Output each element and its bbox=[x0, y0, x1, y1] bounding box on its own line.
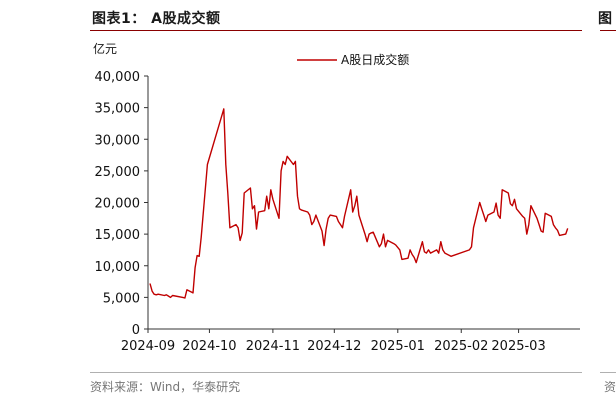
y-tick-label: 30,000 bbox=[95, 133, 141, 148]
legend-label: A股日成交额 bbox=[341, 52, 409, 67]
next-figure-rule bbox=[600, 30, 616, 31]
series-line bbox=[149, 108, 569, 299]
series-lines bbox=[149, 108, 569, 299]
figure-title: 图表1： A股成交额 bbox=[92, 11, 221, 27]
y-tick-label: 40,000 bbox=[95, 70, 141, 85]
next-source-stub: 资 bbox=[604, 380, 616, 394]
chart-axes bbox=[144, 75, 580, 333]
next-source-rule bbox=[600, 372, 616, 373]
x-tick-label: 2025-01 bbox=[371, 339, 425, 354]
y-tick-label: 0 bbox=[132, 323, 140, 338]
source-rule bbox=[90, 372, 582, 373]
y-tick-label: 15,000 bbox=[95, 228, 141, 243]
y-tick-label: 35,000 bbox=[95, 102, 141, 117]
x-tick-label: 2025-02 bbox=[434, 339, 488, 354]
x-tick-label: 2024-12 bbox=[307, 339, 361, 354]
x-tick-label: 2024-09 bbox=[121, 339, 175, 354]
tick-labels: 0 5,000 10,000 15,000 20,000 25,000 30,000 35,0… bbox=[95, 70, 546, 354]
y-tick-label: 20,000 bbox=[95, 197, 141, 212]
x-tick-label: 2024-11 bbox=[246, 339, 300, 354]
y-tick-label: 5,000 bbox=[103, 291, 140, 306]
source-note: 资料来源：Wind，华泰研究 bbox=[90, 380, 241, 394]
legend: A股日成交额 bbox=[297, 52, 409, 67]
x-tick-label: 2024-10 bbox=[182, 339, 236, 354]
y-tick-label: 25,000 bbox=[95, 165, 141, 180]
title-rule bbox=[90, 30, 582, 31]
x-tick-label: 2025-03 bbox=[491, 339, 545, 354]
y-axis-unit-label: 亿元 bbox=[93, 42, 118, 56]
y-tick-label: 10,000 bbox=[95, 260, 141, 275]
next-figure-title-stub: 图 bbox=[598, 11, 612, 27]
